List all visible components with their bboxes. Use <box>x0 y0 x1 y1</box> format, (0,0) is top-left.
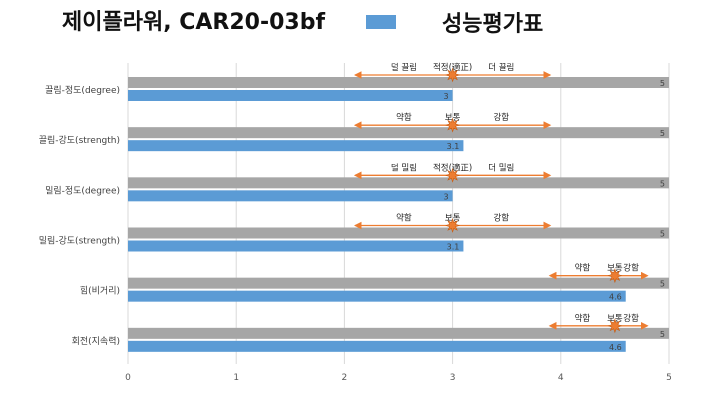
bar-max <box>128 77 669 88</box>
category-label: 끌림-강도(strength) <box>39 134 120 146</box>
annotation-right-label: 강함 <box>493 213 509 224</box>
bar-max <box>128 327 669 339</box>
bar-max <box>128 277 669 289</box>
annotation-left-label: 약함 <box>396 213 412 224</box>
annotation-left-label: 약함 <box>575 263 591 274</box>
annotation-right-label: 강함 <box>623 313 639 324</box>
category-label: 밀림-강도(strength) <box>39 235 120 247</box>
legend-label: 성능평가표 <box>442 12 544 37</box>
bar-score <box>128 290 626 302</box>
x-tick-label: 4 <box>558 373 564 383</box>
annotation-center-label: 적정(適正) <box>433 62 472 73</box>
star-marker <box>607 318 623 334</box>
annotation-right-label: 더 밀림 <box>488 162 514 173</box>
data-label-max: 5 <box>660 230 665 239</box>
data-label-max: 5 <box>660 179 665 188</box>
data-label-max: 5 <box>660 330 665 339</box>
data-label-max: 5 <box>660 79 665 88</box>
annotation-left-label: 덜 밀림 <box>391 162 417 173</box>
data-label-score: 4.6 <box>609 343 622 352</box>
bar-max <box>128 227 669 239</box>
data-label-score: 3.1 <box>447 243 460 252</box>
x-tick-label: 0 <box>125 373 131 383</box>
bar-max <box>128 177 669 189</box>
star-marker <box>445 117 461 133</box>
star-marker <box>445 218 461 233</box>
annotation-right-label: 더 끌림 <box>488 62 514 73</box>
category-label: 밀림-정도(degree) <box>45 184 120 196</box>
chart-title: 제이플라워, CAR20-03bf <box>62 10 326 35</box>
category-label: 회전(지속력) <box>72 335 120 347</box>
x-tick-label: 2 <box>342 373 348 383</box>
x-tick-label: 3 <box>450 373 456 383</box>
annotation-left-label: 덜 끌림 <box>391 62 417 73</box>
star-marker <box>607 268 623 284</box>
bar-score <box>128 90 453 101</box>
annotation-right-label: 강함 <box>623 263 639 274</box>
annotation-left-label: 약함 <box>575 313 591 324</box>
bar-score <box>128 190 453 202</box>
bar-score <box>128 340 626 352</box>
x-tick-label: 5 <box>666 373 672 383</box>
data-label-score: 3 <box>444 92 449 101</box>
bar-score <box>128 140 464 152</box>
category-label: 힘(비거리) <box>80 286 120 297</box>
annotation-left-label: 약함 <box>396 112 412 123</box>
star-marker <box>445 67 461 83</box>
legend-swatch <box>366 15 396 29</box>
annotation-right-label: 강함 <box>493 112 509 123</box>
data-label-score: 3.1 <box>447 142 460 151</box>
category-label: 끌림-정도(degree) <box>45 84 120 96</box>
data-label-score: 3 <box>444 192 449 201</box>
bar-max <box>128 127 669 139</box>
legend: 성능평가표 <box>366 6 543 38</box>
data-label-score: 4.6 <box>609 293 622 302</box>
star-marker <box>445 167 461 183</box>
data-label-max: 5 <box>660 280 665 289</box>
data-label-max: 5 <box>660 129 665 138</box>
x-tick-label: 1 <box>233 373 239 383</box>
bar-score <box>128 240 464 252</box>
annotation-center-label: 적정(適正) <box>433 162 472 173</box>
